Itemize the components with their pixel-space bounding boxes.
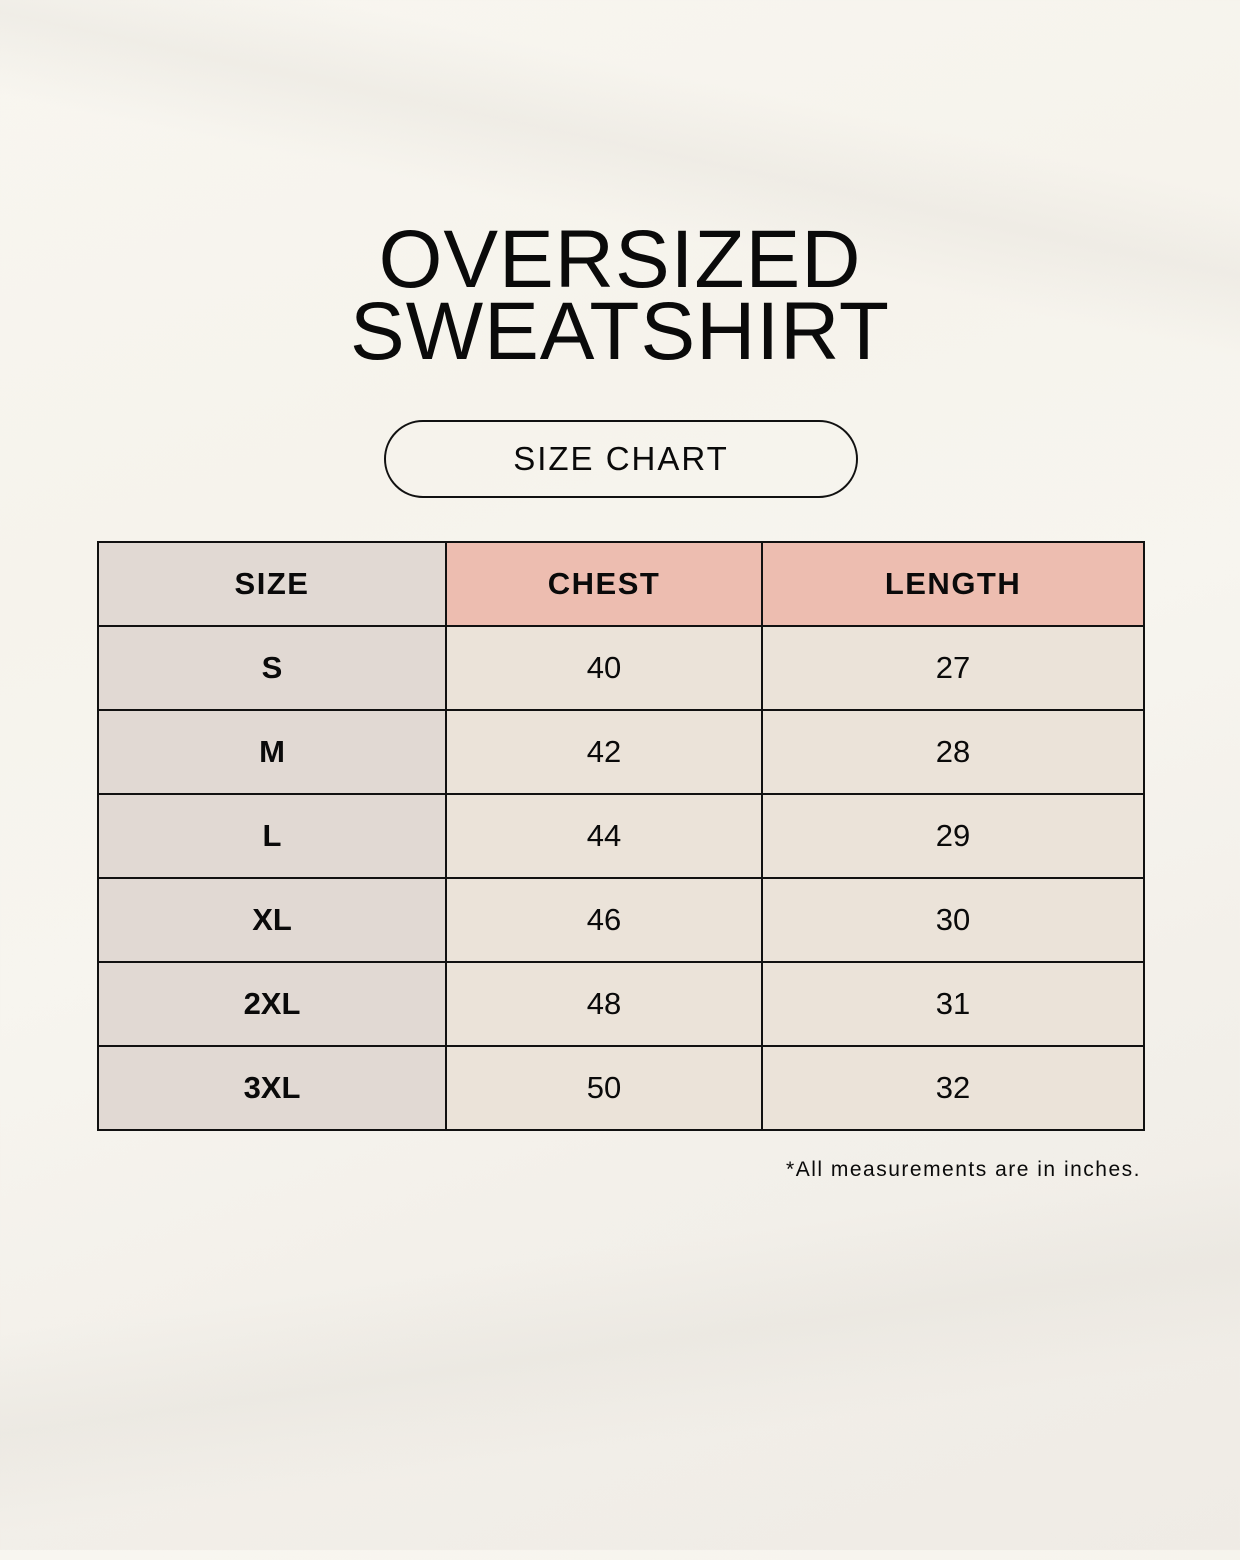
chest-cell: 44 <box>444 793 764 879</box>
background-shadow <box>0 1139 1240 1560</box>
chest-cell: 48 <box>444 961 764 1047</box>
chest-cell: 50 <box>444 1045 764 1131</box>
size-cell: L <box>97 793 447 879</box>
chest-cell: 46 <box>444 877 764 963</box>
table-row: S 40 27 <box>97 625 1145 711</box>
size-chart-badge: SIZE CHART <box>384 420 858 498</box>
size-cell: XL <box>97 877 447 963</box>
title-line-2: SWEATSHIRT <box>350 286 890 377</box>
length-cell: 30 <box>761 877 1145 963</box>
page-title: OVERSIZED SWEATSHIRT <box>0 214 1240 377</box>
size-cell: S <box>97 625 447 711</box>
length-cell: 29 <box>761 793 1145 879</box>
length-cell: 31 <box>761 961 1145 1047</box>
header-chest: CHEST <box>444 541 764 627</box>
size-cell: 2XL <box>97 961 447 1047</box>
table-row: L 44 29 <box>97 793 1145 879</box>
measurement-note: *All measurements are in inches. <box>786 1158 1141 1181</box>
table-header-row: SIZE CHEST LENGTH <box>97 541 1145 627</box>
table-row: 2XL 48 31 <box>97 961 1145 1047</box>
size-table: SIZE CHEST LENGTH S 40 27 M 42 28 L 44 2… <box>97 541 1145 1131</box>
length-cell: 27 <box>761 625 1145 711</box>
length-cell: 28 <box>761 709 1145 795</box>
table-row: M 42 28 <box>97 709 1145 795</box>
header-length: LENGTH <box>761 541 1145 627</box>
length-cell: 32 <box>761 1045 1145 1131</box>
chest-cell: 42 <box>444 709 764 795</box>
table-row: XL 46 30 <box>97 877 1145 963</box>
size-cell: 3XL <box>97 1045 447 1131</box>
header-size: SIZE <box>97 541 447 627</box>
table-row: 3XL 50 32 <box>97 1045 1145 1131</box>
title-line-1: OVERSIZED <box>378 214 862 305</box>
size-cell: M <box>97 709 447 795</box>
chest-cell: 40 <box>444 625 764 711</box>
